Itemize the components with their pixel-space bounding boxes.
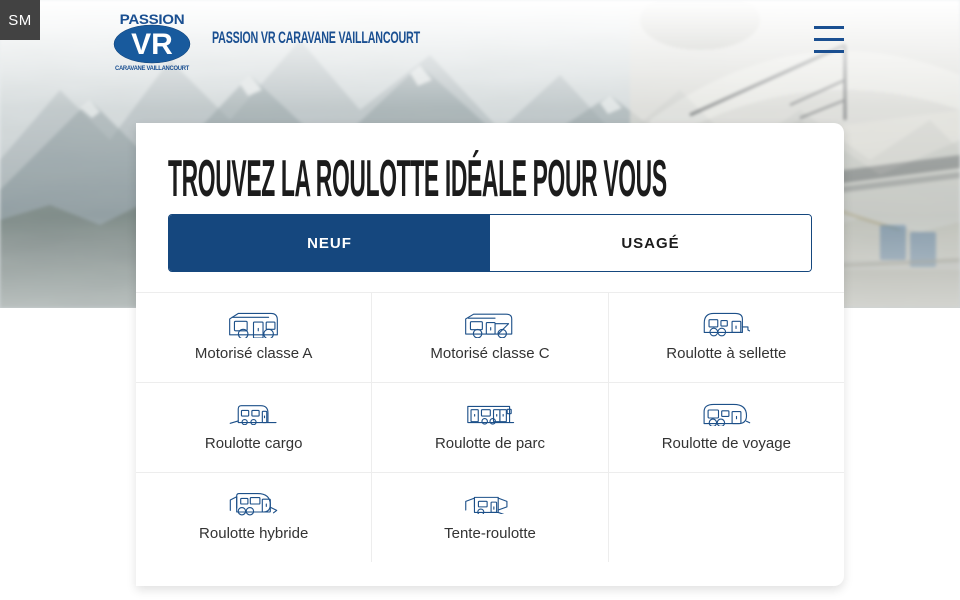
svg-text:VR: VR — [131, 28, 173, 61]
svg-text:CARAVANE VAILLANCOURT: CARAVANE VAILLANCOURT — [115, 66, 190, 72]
